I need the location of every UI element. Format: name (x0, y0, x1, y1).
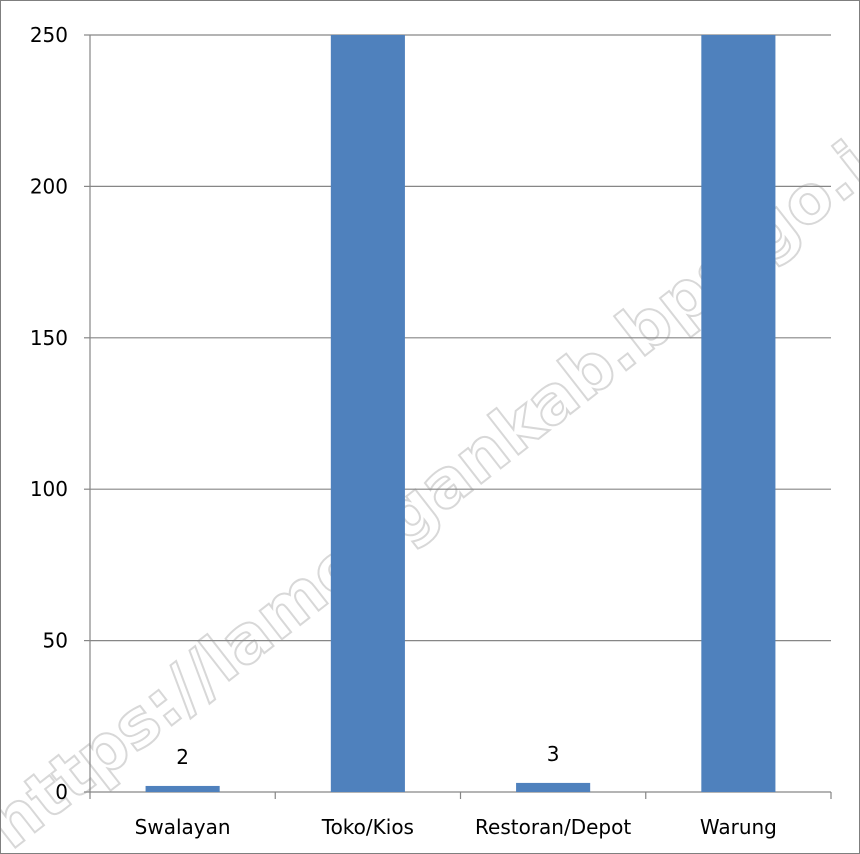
y-tick-label: 0 (55, 780, 68, 804)
x-tick-label: Toko/Kios (321, 815, 414, 839)
bar-toko-kios (330, 35, 405, 792)
y-tick-label: 150 (30, 326, 68, 350)
data-label: 3 (547, 742, 560, 766)
bar-swalayan (145, 785, 220, 792)
y-tick-label: 50 (43, 629, 68, 653)
bar-restoran-depot (516, 782, 591, 792)
y-tick-label: 100 (30, 477, 68, 501)
data-label: 2 (176, 745, 189, 769)
y-tick-label: 200 (30, 174, 68, 198)
x-tick-label: Restoran/Depot (475, 815, 631, 839)
bar-warung (701, 35, 776, 792)
y-tick-label: 250 (30, 23, 68, 47)
x-tick-label: Swalayan (135, 815, 231, 839)
x-tick-label: Warung (700, 815, 777, 839)
